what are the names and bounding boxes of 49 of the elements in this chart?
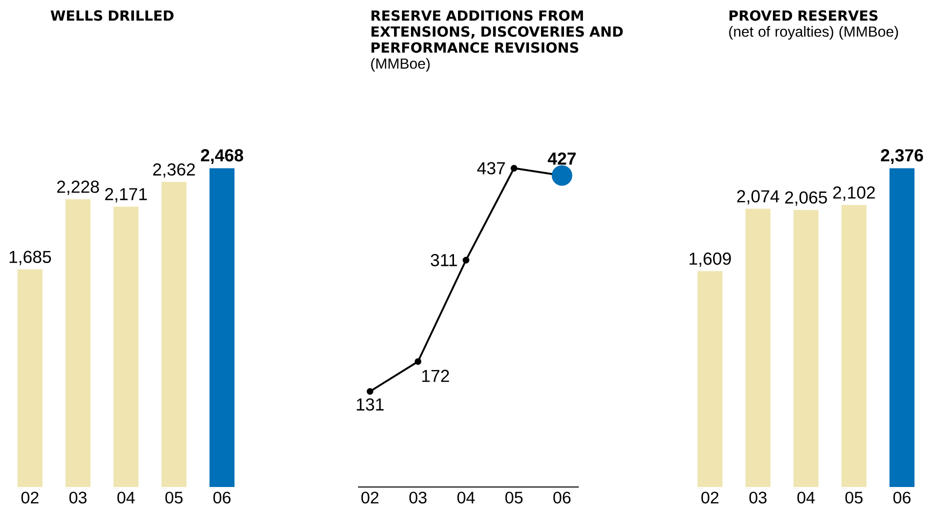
data-label: 437	[477, 162, 505, 174]
point	[510, 164, 518, 172]
x-tick-label: 02	[361, 492, 378, 504]
data-label: 2,468	[200, 149, 244, 164]
point	[414, 358, 422, 365]
bar	[793, 210, 818, 487]
bar	[114, 206, 139, 487]
point	[462, 256, 470, 264]
data-label: 2,228	[57, 180, 99, 195]
bar	[746, 208, 770, 487]
data-label: 2,074	[737, 190, 780, 204]
x-tick-label: 02	[21, 492, 38, 504]
x-tick-label: 03	[69, 492, 87, 504]
x-tick-label: 06	[893, 492, 911, 504]
data-label: 1,685	[10, 250, 51, 266]
bar	[889, 168, 914, 487]
data-label: 2,065	[785, 191, 827, 206]
x-tick-label: 04	[117, 492, 135, 504]
point	[366, 388, 374, 395]
x-tick-label: 05	[165, 492, 183, 504]
data-label: 311	[430, 254, 457, 266]
chart-title: PROVED RESERVES	[730, 10, 878, 21]
data-label: 2,376	[880, 149, 924, 164]
x-tick-label: 04	[797, 492, 815, 504]
x-tick-label: 03	[749, 492, 767, 504]
x-tick-label: 02	[701, 492, 718, 504]
data-label: 2,362	[153, 163, 195, 178]
bar	[841, 204, 866, 487]
bar	[698, 271, 722, 487]
bar	[18, 269, 43, 487]
data-label: 1,609	[690, 252, 731, 267]
x-tick-label: 05	[845, 492, 863, 504]
x-tick-label: 03	[409, 492, 427, 504]
x-tick-label: 06	[553, 492, 571, 504]
chart-title: RESERVE ADDITIONS FROM EXTENSIONS, DISCOVERIES AND PERFORMANCE REVISIONS	[372, 10, 623, 53]
bar	[162, 182, 186, 487]
bar	[66, 199, 91, 487]
data-label: 172	[422, 370, 449, 382]
bar	[210, 168, 234, 487]
data-label: 2,102	[833, 186, 875, 201]
chart-subtitle: (MMBoe)	[371, 58, 430, 72]
x-tick-label: 04	[457, 492, 475, 504]
data-label: 2,171	[105, 188, 147, 202]
data-label: 131	[356, 398, 384, 411]
data-label: 427	[548, 152, 576, 165]
x-tick-label: 06	[213, 492, 231, 504]
chart-subtitle: (net of royalties) (MMBoe)	[729, 26, 898, 40]
x-tick-label: 05	[505, 492, 523, 504]
chart-title: WELLS DRILLED	[50, 10, 174, 21]
